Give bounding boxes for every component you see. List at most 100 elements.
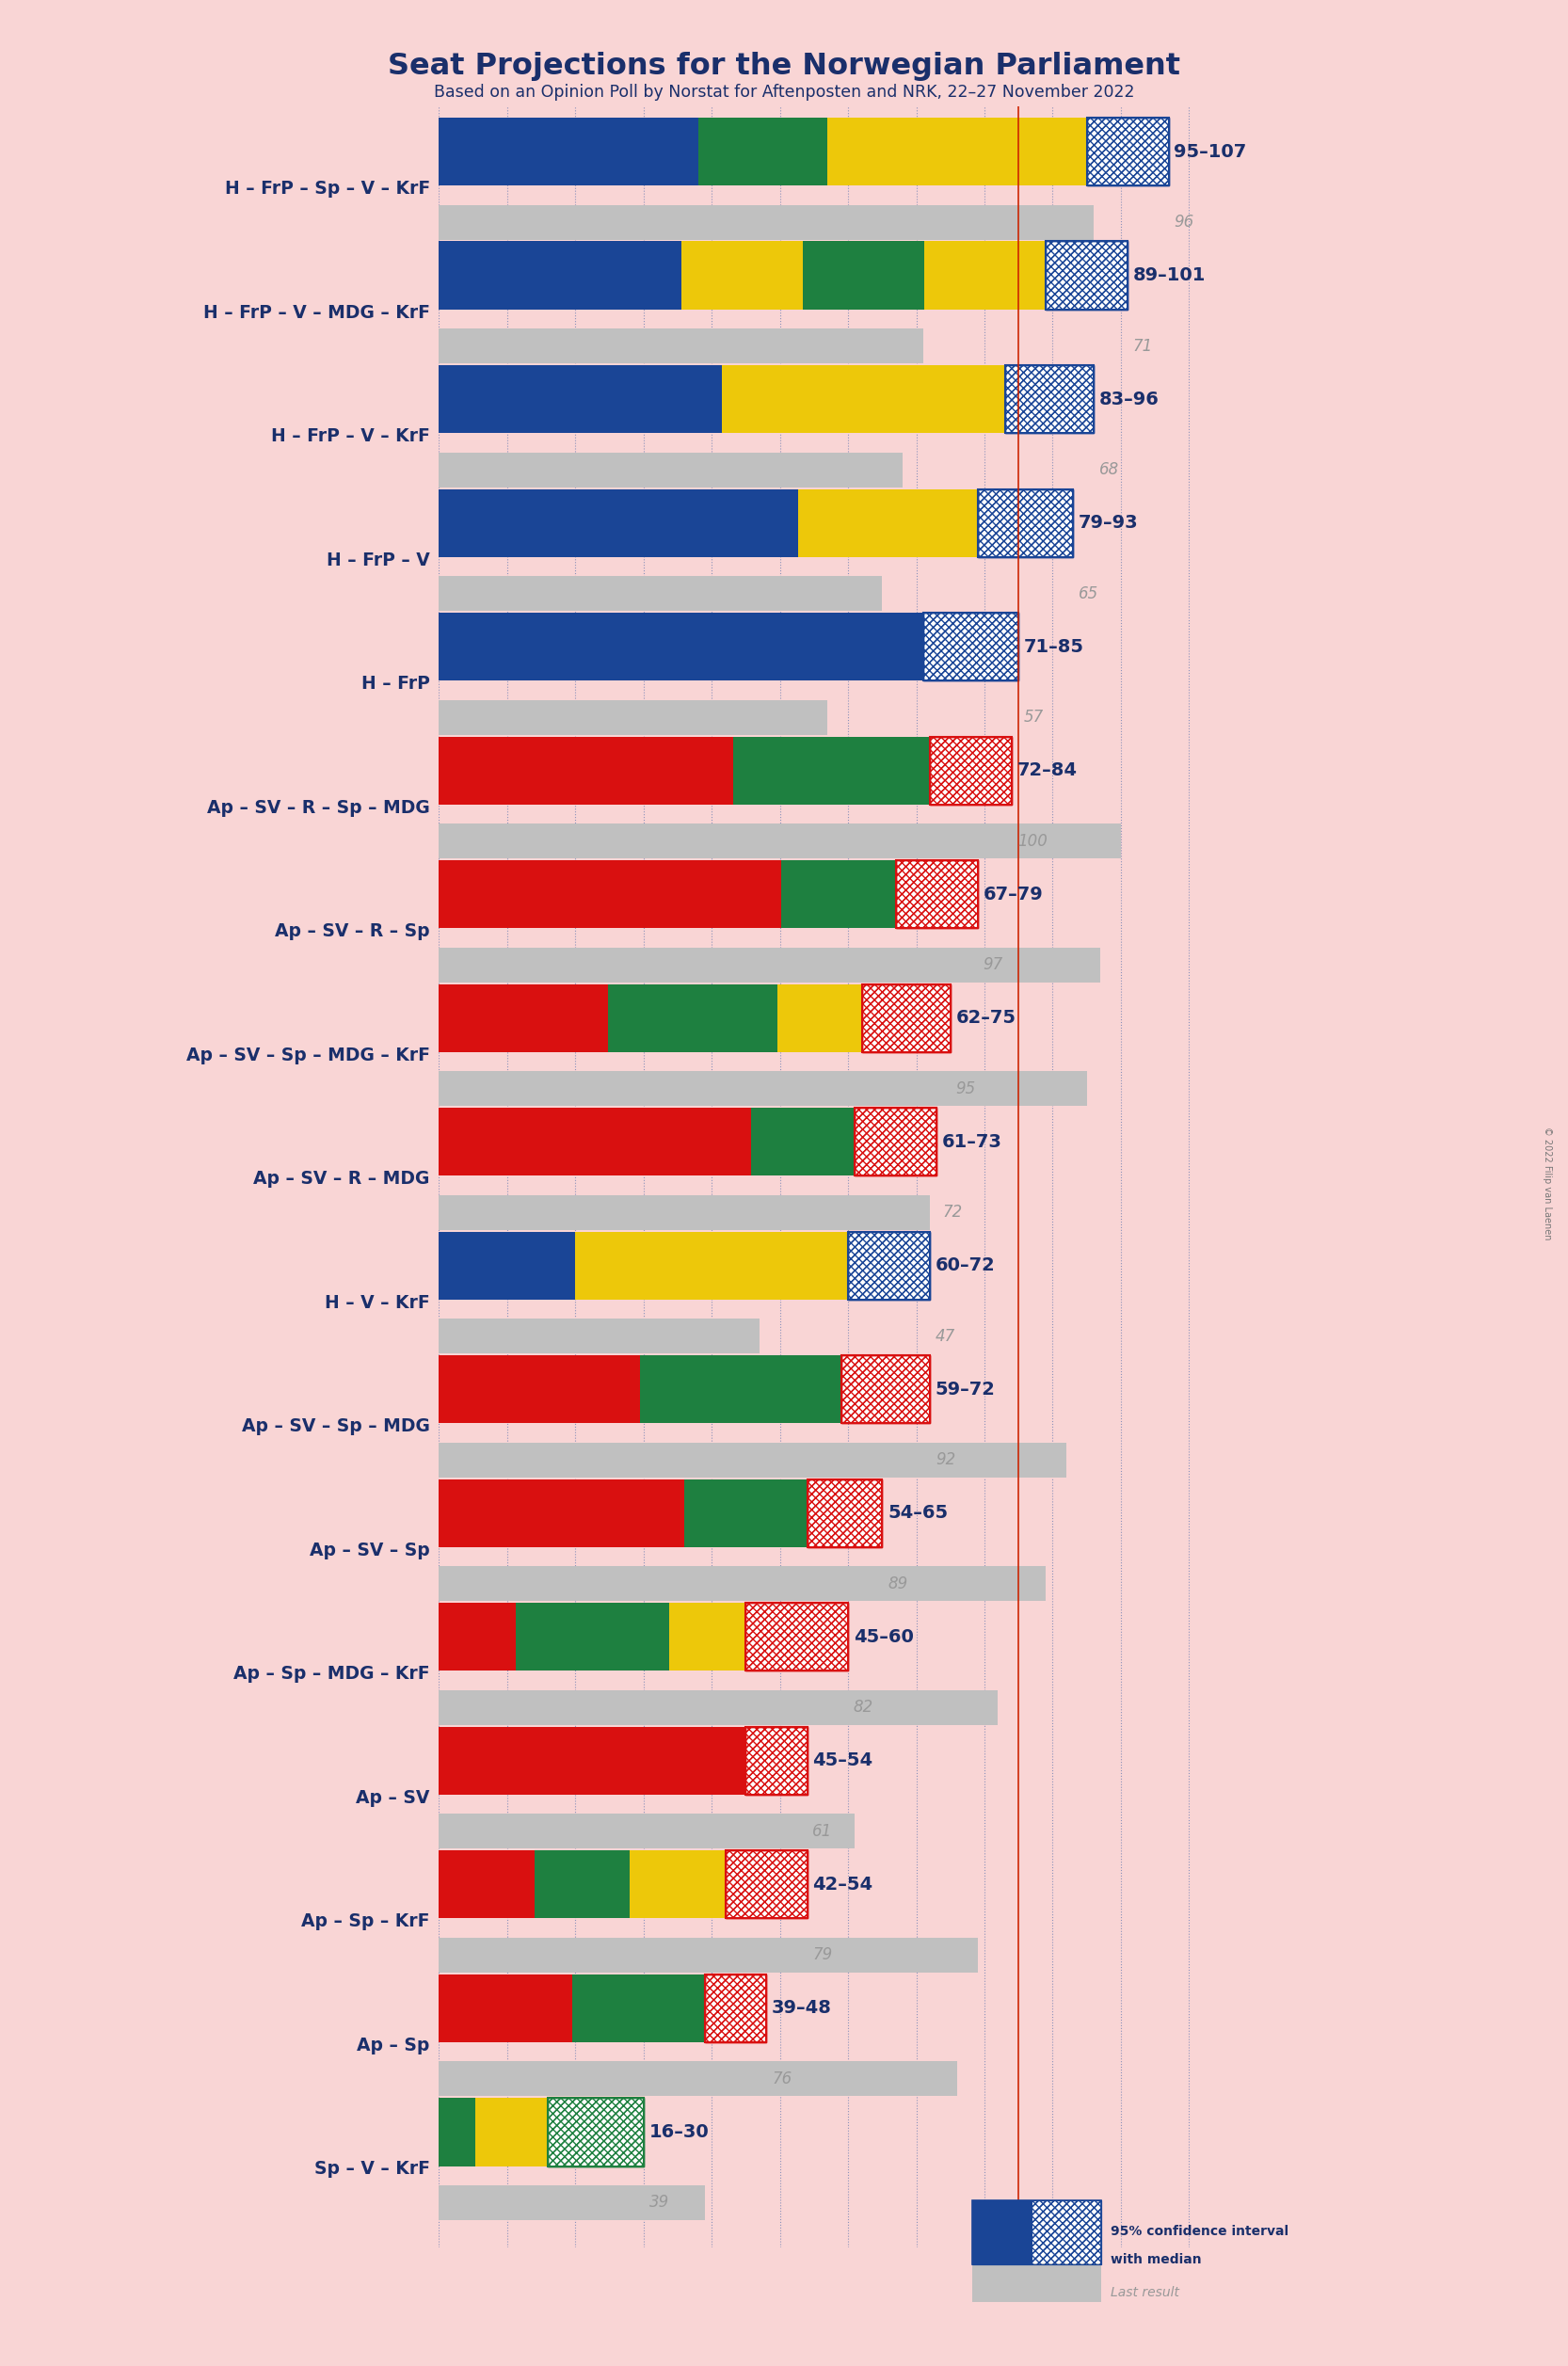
Bar <box>539 1356 640 1424</box>
Bar <box>706 1973 767 2042</box>
Bar <box>1005 364 1093 433</box>
Bar <box>848 1233 930 1299</box>
Bar <box>439 364 580 433</box>
Bar <box>682 241 803 310</box>
Bar <box>808 1479 883 1547</box>
Bar <box>549 2099 643 2165</box>
Text: Last result: Last result <box>1110 2286 1179 2300</box>
Bar <box>439 1233 575 1299</box>
Bar <box>618 490 798 556</box>
Bar <box>538 736 635 804</box>
Bar <box>746 1602 848 1670</box>
Bar <box>439 241 560 310</box>
Text: 67–79: 67–79 <box>983 885 1043 904</box>
Bar <box>439 2099 475 2165</box>
Text: 42–54: 42–54 <box>812 1876 873 1893</box>
Text: 45–60: 45–60 <box>853 1628 914 1647</box>
Bar <box>726 1850 808 1919</box>
Bar <box>740 1356 842 1424</box>
Bar <box>895 861 977 927</box>
Text: 89–101: 89–101 <box>1134 267 1206 284</box>
Text: 79: 79 <box>812 1947 833 1964</box>
Text: Seat Projections for the Norwegian Parliament: Seat Projections for the Norwegian Parli… <box>387 52 1181 80</box>
Bar <box>693 984 778 1053</box>
Bar <box>930 736 1011 804</box>
Bar <box>516 1602 593 1670</box>
Text: 57: 57 <box>1024 710 1044 726</box>
Bar <box>706 1973 767 2042</box>
Bar <box>778 984 862 1053</box>
Bar <box>977 490 1073 556</box>
Text: 68: 68 <box>1099 461 1120 478</box>
Bar <box>439 1356 539 1424</box>
Bar <box>580 364 721 433</box>
Bar <box>475 2099 511 2165</box>
Text: 54–65: 54–65 <box>887 1505 949 1521</box>
Text: 83–96: 83–96 <box>1099 390 1159 407</box>
Bar <box>549 2099 643 2165</box>
Bar <box>734 736 831 804</box>
Bar <box>439 1318 759 1353</box>
Bar <box>746 1727 808 1796</box>
Text: 95–107: 95–107 <box>1174 142 1247 161</box>
Bar <box>561 1479 685 1547</box>
Bar <box>808 1479 883 1547</box>
Bar <box>1046 241 1127 310</box>
Bar <box>439 2186 706 2219</box>
Bar <box>439 206 1093 239</box>
Bar <box>803 241 925 310</box>
Bar <box>746 1727 808 1796</box>
Bar <box>1087 118 1168 185</box>
Bar <box>572 1973 706 2042</box>
Bar <box>439 452 903 487</box>
Bar <box>808 1479 883 1547</box>
Text: 59–72: 59–72 <box>936 1379 996 1398</box>
Bar <box>439 861 554 927</box>
Bar <box>575 1233 712 1299</box>
Bar <box>439 613 681 681</box>
Bar <box>930 736 1011 804</box>
Bar <box>439 490 618 556</box>
Bar <box>862 984 950 1053</box>
Bar <box>439 984 524 1053</box>
Text: 79–93: 79–93 <box>1079 513 1138 532</box>
Text: 97: 97 <box>983 956 1004 972</box>
Bar <box>924 613 1019 681</box>
Bar <box>439 118 569 185</box>
Bar <box>439 1107 543 1176</box>
Bar <box>977 490 1073 556</box>
Bar <box>608 984 693 1053</box>
Bar <box>535 1850 630 1919</box>
Bar <box>726 1850 808 1919</box>
Text: 62–75: 62–75 <box>956 1010 1016 1027</box>
Bar <box>439 329 924 364</box>
Bar <box>864 364 1005 433</box>
Bar <box>842 1356 930 1424</box>
Bar <box>524 984 608 1053</box>
Bar <box>439 1602 516 1670</box>
Bar <box>439 1566 1046 1602</box>
Bar <box>956 118 1087 185</box>
Bar <box>746 1602 848 1670</box>
Bar <box>1005 364 1093 433</box>
Bar <box>1087 118 1168 185</box>
Bar <box>721 364 864 433</box>
Bar <box>712 1233 848 1299</box>
Text: 39: 39 <box>649 2193 670 2210</box>
Bar <box>439 823 1121 859</box>
Bar <box>1046 241 1127 310</box>
Bar <box>439 1938 977 1973</box>
Bar <box>1046 241 1127 310</box>
Bar <box>681 613 924 681</box>
Bar <box>648 1107 751 1176</box>
Bar <box>1087 118 1168 185</box>
Text: 82: 82 <box>853 1699 873 1715</box>
Bar <box>439 736 538 804</box>
Text: 95: 95 <box>956 1081 975 1098</box>
Bar <box>439 1815 855 1848</box>
Bar <box>924 613 1019 681</box>
Bar <box>842 1356 930 1424</box>
Bar <box>439 1689 999 1725</box>
Bar <box>895 861 977 927</box>
Text: 39–48: 39–48 <box>771 1999 833 2018</box>
